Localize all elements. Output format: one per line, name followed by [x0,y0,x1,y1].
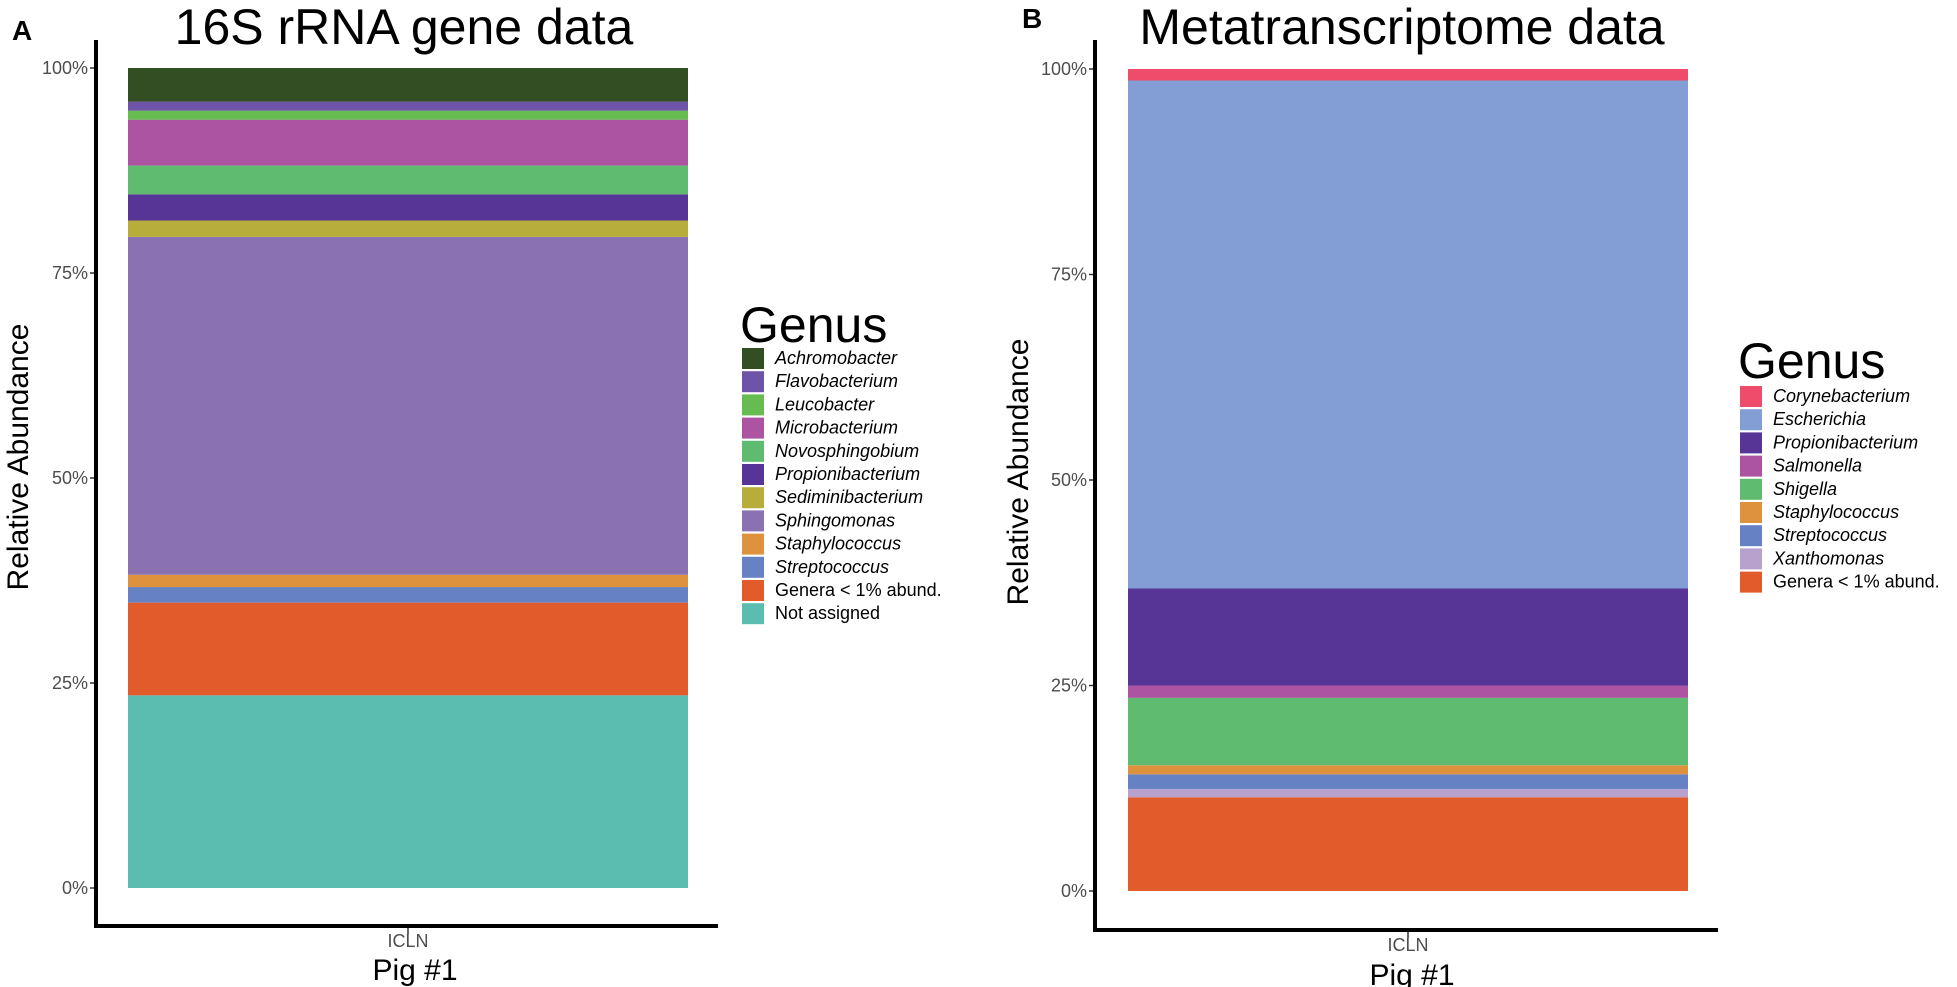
panel-a-y-tick-label: 0% [62,878,88,898]
panel-b-letter: B [1022,3,1042,34]
panel-b-legend-swatch-streptococcus [1740,525,1762,547]
panel-a-y-axis-label: Relative Abundance [2,324,35,591]
panel-b-legend-label-propionibacterium: Propionibacterium [1773,432,1918,452]
panel-a-bar-segment-sphingomonas [128,236,688,575]
panel-a-x-axis-label: Pig #1 [372,954,457,987]
panel-a-y-tick-label: 50% [52,468,88,488]
panel-a-legend-label-sediminibacterium: Sediminibacterium [775,487,923,507]
panel-b-x-axis-label: Pig #1 [1369,959,1454,987]
panel-a-chart: A 16S rRNA gene data Relative Abundance … [2,0,942,987]
panel-b-bar-segment-salmonella [1128,685,1688,698]
panel-b-legend-label-salmonella: Salmonella [1773,456,1862,476]
panel-b-legend-swatch-genera-1-abund [1740,571,1762,593]
panel-b-legend-swatch-salmonella [1740,455,1762,477]
panel-b-legend-title: Genus [1738,333,1885,389]
panel-a-bars [128,68,688,888]
panel-b-legend-label-shigella: Shigella [1773,479,1837,499]
panel-b-x-ticks: ICLN [1387,932,1429,955]
panel-a-y-tick-label: 75% [52,263,88,283]
panel-b-y-ticks: 0% 25% 50% 75% 100% [1041,59,1094,901]
panel-a-legend-label-staphylococcus: Staphylococcus [775,534,901,554]
panel-a-legend-label-streptococcus: Streptococcus [775,557,889,577]
panel-a-bar-segment-propionibacterium [128,194,688,221]
panel-b-y-axis-label: Relative Abundance [1002,339,1035,606]
panel-b-x-tick-label: ICLN [1387,935,1428,955]
panel-a-bar-segment-not-assigned [128,695,688,888]
panel-a-bar-segment-microbacterium [128,119,688,166]
panel-a-legend-label-genera-1-abund: Genera < 1% abund. [775,580,942,600]
panel-b-title: Metatranscriptome data [1139,0,1664,55]
panel-a-legend-swatch-genera-1-abund [742,580,764,601]
panel-b-legend-label-xanthomonas: Xanthomonas [1772,548,1884,568]
panel-b-legend-label-corynebacterium: Corynebacterium [1773,386,1910,406]
panel-a-bar-segment-leucobacter [128,110,688,120]
panel-b-y-tick-label: 50% [1051,470,1087,490]
panel-b-legend-swatch-corynebacterium [1740,386,1762,407]
panel-a-legend-label-achromobacter: Achromobacter [774,348,898,368]
panel-a-bar-segment-flavobacterium [128,101,688,111]
panel-b-legend-swatch-escherichia [1740,409,1762,431]
panel-a-bar-segment-achromobacter [128,68,688,102]
panel-a-bar-segment-streptococcus [128,587,688,603]
panel-a-y-tick-label: 100% [42,58,88,78]
panel-a-bar-segment-staphylococcus [128,574,688,588]
panel-b-legend: Corynebacterium Escherichia Propionibacter… [1740,386,1940,593]
panel-a-legend-title: Genus [740,297,887,353]
panel-a-x-tick-label: ICLN [387,931,428,951]
panel-a-legend-swatch-flavobacterium [742,371,764,393]
panel-a-legend-swatch-novosphingobium [742,440,764,462]
panel-b-legend-label-escherichia: Escherichia [1773,409,1866,429]
panel-a-legend-label-sphingomonas: Sphingomonas [775,510,895,530]
panel-b-y-tick-label: 25% [1051,676,1087,696]
panel-b-legend-label-genera-1-abund: Genera < 1% abund. [1773,572,1940,592]
panel-b-bar-segment-staphylococcus [1128,765,1688,775]
panel-b-bar-segment-streptococcus [1128,774,1688,790]
panel-b-bar-segment-shigella [1128,697,1688,766]
panel-b-bar-segment-xanthomonas [1128,789,1688,798]
panel-b-bar-segment-genera-1-abund [1128,797,1688,891]
panel-a-legend-label-not-assigned: Not assigned [775,603,880,623]
panel-a-legend-label-flavobacterium: Flavobacterium [775,371,898,391]
panel-a-legend-swatch-leucobacter [742,394,764,416]
panel-b-legend-swatch-shigella [1740,478,1762,500]
panel-b-bar-segment-propionibacterium [1128,588,1688,686]
panel-a-legend-swatch-staphylococcus [742,533,764,555]
panel-b-legend-swatch-staphylococcus [1740,502,1762,523]
panel-b-legend-swatch-xanthomonas [1740,548,1762,570]
panel-a-y-ticks: 0% 25% 50% 75% 100% [42,58,95,898]
panel-b-bar-segment-escherichia [1128,80,1688,589]
panel-a-legend-swatch-propionibacterium [742,464,764,485]
panel-a-legend-swatch-microbacterium [742,417,764,439]
panel-a-legend: Achromobacter Flavobacterium Leucobacter Mi… [742,348,942,625]
panel-a-legend-label-leucobacter: Leucobacter [775,394,875,414]
panel-a-legend-label-novosphingobium: Novosphingobium [775,441,919,461]
panel-a-bar-segment-sediminibacterium [128,220,688,237]
panel-a-legend-label-propionibacterium: Propionibacterium [775,464,920,484]
panel-a-legend-label-microbacterium: Microbacterium [775,418,898,438]
panel-a-legend-swatch-streptococcus [742,556,764,578]
panel-a-x-ticks: ICLN [387,928,429,951]
panel-b-legend-swatch-propionibacterium [1740,432,1762,454]
panel-b-legend-label-staphylococcus: Staphylococcus [1773,502,1899,522]
panel-b-legend-label-streptococcus: Streptococcus [1773,525,1887,545]
panel-b-y-tick-label: 0% [1061,881,1087,901]
panel-a-legend-swatch-not-assigned [742,603,764,625]
panel-a-y-tick-label: 25% [52,673,88,693]
panel-a-title: 16S rRNA gene data [175,0,634,55]
panel-a-legend-swatch-achromobacter [742,348,764,369]
panel-a-legend-swatch-sphingomonas [742,510,764,532]
panel-b-bars [1128,69,1688,891]
panel-b-bar-segment-corynebacterium [1128,69,1688,81]
panel-b-chart: B Metatranscriptome data Relative Abunda… [1002,0,1940,987]
panel-a-bar-segment-novosphingobium [128,165,688,195]
panel-a-letter: A [12,15,32,46]
panel-b-y-tick-label: 100% [1041,59,1087,79]
panel-b-y-tick-label: 75% [1051,265,1087,285]
panel-a-bar-segment-genera-1-abund [128,602,688,696]
panel-a-legend-swatch-sediminibacterium [742,487,764,509]
